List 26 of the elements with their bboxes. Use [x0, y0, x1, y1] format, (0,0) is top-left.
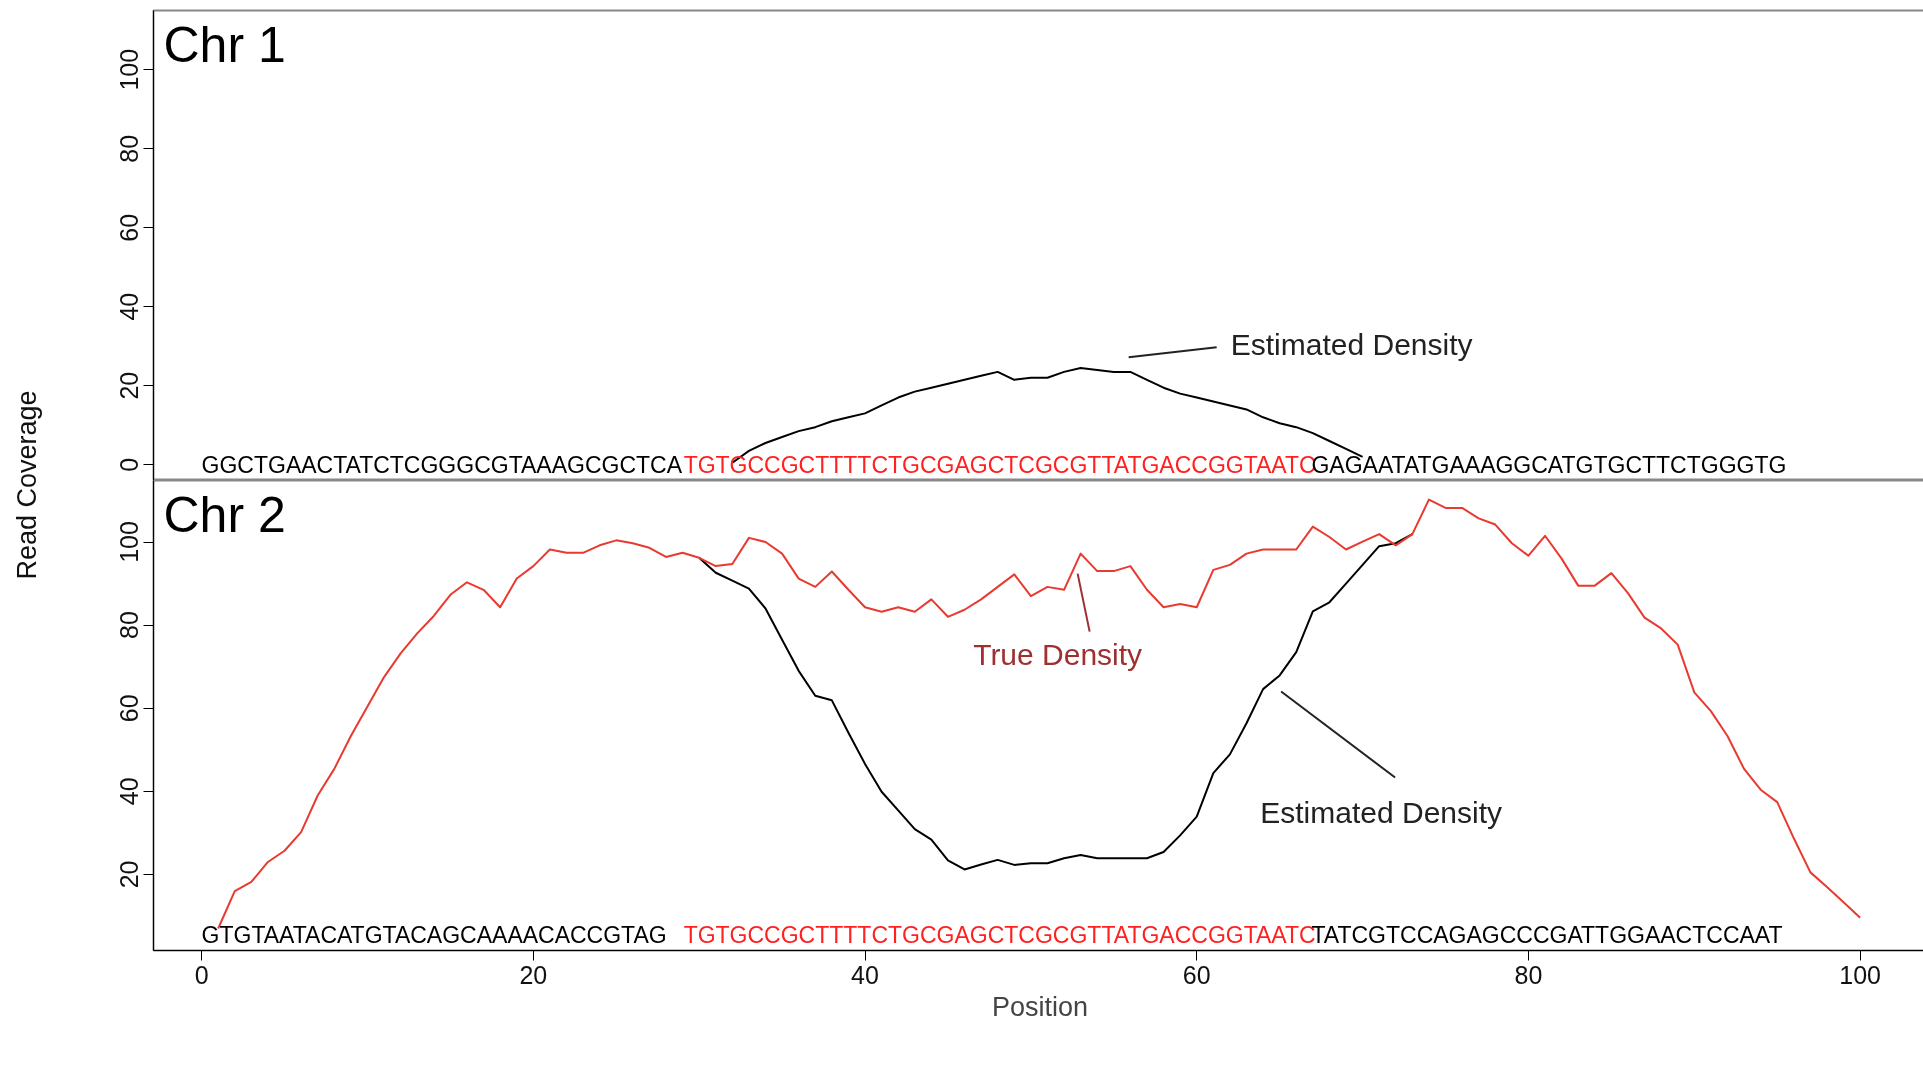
annotation: True Density: [973, 638, 1143, 672]
chart-title: Chr 2: [163, 486, 286, 543]
y-tick-label: 0: [115, 457, 144, 472]
y-tick-label: 100: [115, 521, 144, 563]
x-tick-label: 0: [194, 960, 209, 989]
y-tick-label: 80: [115, 134, 144, 163]
y-tick-label: 40: [115, 292, 144, 321]
annotation: GTGTAATACATGTACAGCAAAACACCGTAG: [201, 921, 667, 948]
x-axis-title: Position: [991, 991, 1089, 1022]
y-tick-label: 100: [115, 48, 144, 91]
x-tick-label: 100: [1839, 960, 1882, 989]
y-tick-label: 40: [115, 777, 144, 806]
annotation: Estimated Density: [1230, 327, 1473, 361]
y-tick-label: 60: [115, 213, 144, 242]
chart-title: Chr 1: [163, 16, 286, 73]
y-tick-label: 20: [115, 371, 144, 400]
x-tick-label: 60: [1182, 960, 1211, 989]
x-tick-label: 20: [519, 960, 548, 989]
y-axis-title: Read Coverage: [10, 390, 43, 580]
y-tick-label: 60: [115, 694, 144, 723]
y-tick-label: 80: [115, 611, 144, 640]
x-tick-label: 80: [1514, 960, 1543, 989]
annotation: GGCTGAACTATCTCGGGCGTAAAGCGCTCA: [201, 451, 683, 478]
y-tick-label: 20: [115, 860, 144, 889]
annotation: Estimated Density: [1260, 796, 1503, 830]
x-tick-label: 40: [851, 960, 879, 989]
